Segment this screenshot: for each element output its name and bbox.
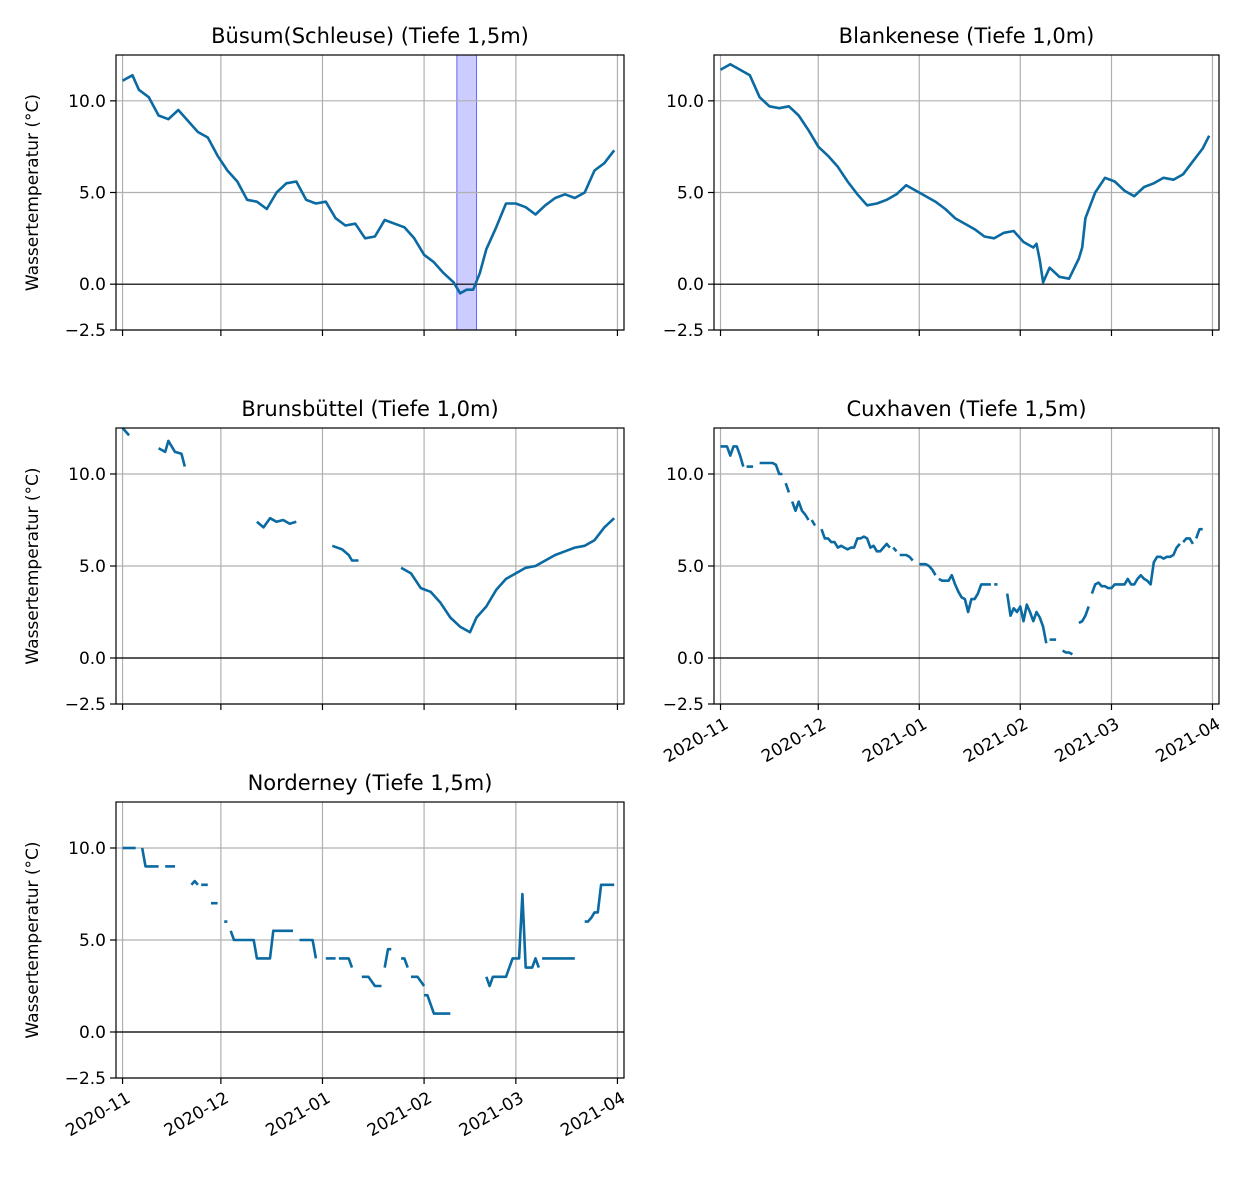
y-tick-label: −2.5 xyxy=(663,321,704,341)
series-line xyxy=(584,883,615,923)
y-tick-label: 0.0 xyxy=(79,275,106,295)
y-tick-label: 5.0 xyxy=(79,557,106,577)
x-tick-label: 2020-12 xyxy=(161,1088,233,1141)
series-line xyxy=(719,62,1211,284)
chart-title: Brunsbüttel (Tiefe 1,0m) xyxy=(241,397,498,421)
series-line xyxy=(331,544,359,562)
series-line xyxy=(1061,649,1074,656)
y-tick-label: 5.0 xyxy=(79,931,106,951)
x-tick-label: 2020-11 xyxy=(661,714,733,767)
chart-panel-2: −2.5 0.0 5.0 10.0 Blankenese (Tiefe 1,0m) xyxy=(663,24,1220,341)
y-tick-label: 10.0 xyxy=(68,465,106,485)
series-line xyxy=(383,947,392,968)
y-tick-label: 0.0 xyxy=(79,1023,106,1043)
y-axis-label: Wassertemperatur (°C) xyxy=(23,841,43,1038)
series-line xyxy=(1005,593,1048,644)
x-tick-label: 2020-11 xyxy=(63,1088,135,1141)
x-tick-label: 2021-02 xyxy=(960,714,1032,767)
y-tick-label: 10.0 xyxy=(666,465,704,485)
series-line xyxy=(190,879,199,886)
y-tick-label: 10.0 xyxy=(666,92,704,112)
series-line xyxy=(401,957,409,969)
series-line xyxy=(919,562,937,576)
series-line xyxy=(361,975,382,988)
y-tick-label: 10.0 xyxy=(68,92,106,112)
series-line xyxy=(1194,527,1203,539)
series-line xyxy=(899,553,914,562)
series-line xyxy=(229,929,293,960)
series-line xyxy=(157,439,187,467)
series-line xyxy=(121,73,616,295)
chart-title: Blankenese (Tiefe 1,0m) xyxy=(839,24,1095,48)
series-line xyxy=(424,993,451,1015)
y-tick-label: 5.0 xyxy=(677,184,704,204)
chart-panel-3: −2.5 0.0 5.0 10.0 Brunsbüttel (Tiefe 1,0m) Wa… xyxy=(23,397,625,715)
x-tick-label: 2021-01 xyxy=(262,1088,334,1141)
chart-panel-5: −2.5 0.0 5.0 10.0 2020-11 2020-12 2021-01 2021-… xyxy=(23,771,629,1141)
series-line xyxy=(140,847,159,868)
x-tick-label: 2021-01 xyxy=(859,714,931,767)
series-line xyxy=(1078,606,1090,625)
x-tick-label: 2021-03 xyxy=(456,1088,528,1141)
series-line xyxy=(720,445,745,467)
y-tick-label: −2.5 xyxy=(65,695,106,715)
series-line xyxy=(411,975,426,987)
y-axis-label: Wassertemperatur (°C) xyxy=(23,94,43,291)
series-line xyxy=(400,517,616,634)
y-tick-label: −2.5 xyxy=(65,321,106,341)
series-line xyxy=(759,461,783,476)
x-tick-label: 2021-04 xyxy=(1152,714,1224,767)
x-tick-label: 2021-04 xyxy=(557,1088,629,1141)
series-line xyxy=(790,500,810,521)
y-tick-label: 5.0 xyxy=(79,184,106,204)
x-tick-label: 2021-02 xyxy=(364,1088,436,1141)
chart-panel-1: −2.5 0.0 5.0 10.0 Büsum(Schleuse) (Tiefe 1,5… xyxy=(23,24,625,341)
y-tick-label: 5.0 xyxy=(677,557,704,577)
chart-title: Cuxhaven (Tiefe 1,5m) xyxy=(846,397,1086,421)
chart-title: Norderney (Tiefe 1,5m) xyxy=(248,771,493,795)
y-tick-label: −2.5 xyxy=(663,695,704,715)
series-line xyxy=(1182,537,1195,545)
x-tick-label: 2021-03 xyxy=(1051,714,1123,767)
series-line xyxy=(485,892,541,988)
series-line xyxy=(299,938,318,959)
x-tick-label: 2020-12 xyxy=(758,714,830,767)
y-tick-label: 10.0 xyxy=(68,839,106,859)
series-line xyxy=(1090,543,1181,595)
chart-panel-4: −2.5 0.0 5.0 10.0 2020-11 2020-12 2021-01 2021-… xyxy=(661,397,1224,767)
y-tick-label: 0.0 xyxy=(677,275,704,295)
series-line xyxy=(810,519,817,527)
series-line xyxy=(938,573,991,614)
y-tick-label: −2.5 xyxy=(65,1069,106,1089)
chart-title: Büsum(Schleuse) (Tiefe 1,5m) xyxy=(211,24,529,48)
y-axis-label: Wassertemperatur (°C) xyxy=(23,467,43,664)
series-line xyxy=(820,528,891,553)
y-tick-label: 0.0 xyxy=(79,649,106,669)
series-line xyxy=(256,516,297,529)
series-line xyxy=(338,957,354,969)
series-line xyxy=(784,482,791,493)
series-line xyxy=(121,427,131,437)
y-tick-label: 0.0 xyxy=(677,649,704,669)
series-line xyxy=(892,546,898,553)
